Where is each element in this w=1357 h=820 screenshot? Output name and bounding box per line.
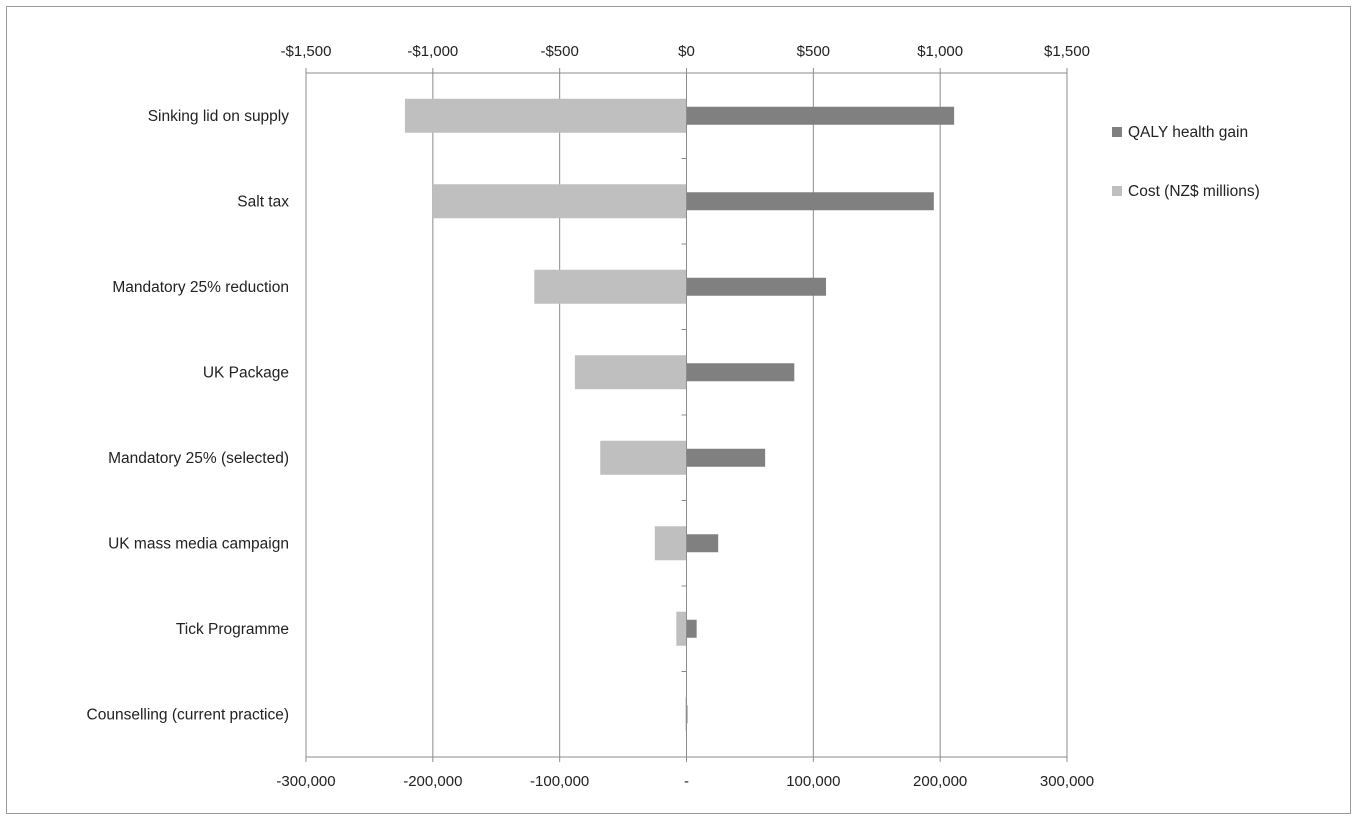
- bar-qaly: [686, 277, 827, 296]
- x-tick-label-top: -$1,000: [407, 43, 458, 60]
- category-label: UK Package: [203, 364, 289, 381]
- x-tick-label-bottom: -200,000: [403, 773, 462, 790]
- bar-qaly: [686, 448, 766, 467]
- x-tick-label-top: $500: [797, 43, 830, 60]
- x-tick-label-bottom: -100,000: [530, 773, 589, 790]
- bar-cost: [654, 526, 687, 561]
- x-tick-label-top: $0: [678, 43, 695, 60]
- legend-label: QALY health gain: [1128, 124, 1248, 141]
- chart: -300,000 -200,000 -100,000-100,000 200,000 3…: [87, 43, 1260, 790]
- bar-cost: [574, 355, 687, 390]
- bar-qaly: [686, 106, 955, 125]
- bar-cost: [676, 611, 687, 646]
- x-tick-label-top: $1,500: [1044, 43, 1090, 60]
- x-tick-label-bottom: 200,000: [913, 773, 967, 790]
- legend-label: Cost (NZ$ millions): [1128, 183, 1260, 200]
- x-tick-label-bottom: -: [684, 773, 689, 790]
- chart-frame: -300,000 -200,000 -100,000-100,000 200,000 3…: [6, 6, 1351, 814]
- x-tick-label-bottom: 100,000: [786, 773, 840, 790]
- category-label: Counselling (current practice): [87, 706, 289, 723]
- x-tick-label-top: -$1,500: [281, 43, 332, 60]
- x-tick-label-bottom: 300,000: [1040, 773, 1094, 790]
- legend-swatch: [1112, 186, 1122, 196]
- bar-cost: [404, 98, 687, 133]
- bar-cost: [534, 269, 687, 304]
- x-tick-label-top: $1,000: [917, 43, 963, 60]
- category-label: Mandatory 25% reduction: [112, 279, 289, 296]
- category-label: Mandatory 25% (selected): [108, 450, 289, 467]
- category-label: Sinking lid on supply: [148, 108, 290, 125]
- bar-cost: [600, 440, 687, 475]
- category-label: UK mass media campaign: [108, 535, 289, 552]
- category-label: Salt tax: [237, 193, 289, 210]
- bar-qaly: [686, 363, 795, 382]
- bar-qaly: [686, 534, 719, 553]
- bar-cost: [432, 184, 687, 219]
- x-tick-label-top: -$500: [540, 43, 578, 60]
- legend-swatch: [1112, 127, 1122, 137]
- bar-qaly: [686, 619, 697, 638]
- x-tick-label-bottom: -300,000: [276, 773, 335, 790]
- bar-qaly: [686, 192, 934, 211]
- bar-qaly: [686, 705, 688, 724]
- category-label: Tick Programme: [176, 621, 289, 638]
- bar-cost: [685, 697, 687, 732]
